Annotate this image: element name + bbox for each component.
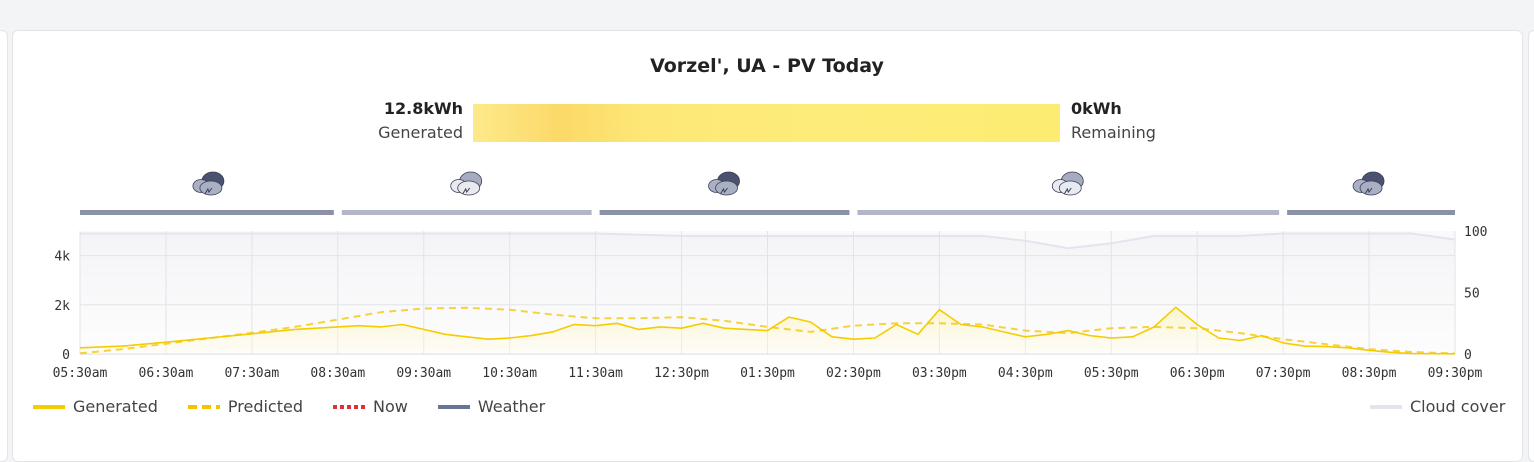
x-tick-label: 12:30pm: [654, 366, 709, 381]
legend-swatch: [437, 404, 470, 409]
storm-cloud-icon: [708, 171, 740, 196]
legend-item-cloud-cover[interactable]: Cloud cover: [1370, 397, 1505, 416]
weather-bar: [857, 210, 1280, 215]
x-tick-label: 05:30am: [53, 366, 108, 381]
pv-chart: 05:30am 06:30am 07:30am 08:30am 09:30am 10:30…: [53, 171, 1487, 381]
x-tick-label: 06:30pm: [1170, 366, 1225, 381]
legend-swatch: [333, 404, 365, 409]
legend-label: Weather: [477, 397, 546, 416]
x-tick-label: 09:30pm: [1428, 366, 1483, 381]
x-tick-label: 01:30pm: [740, 366, 795, 381]
legend-swatch: [187, 404, 220, 409]
y2-tick-label: 100: [1464, 225, 1487, 240]
generation-progress-bar: [473, 104, 1060, 142]
legend-label: Predicted: [227, 397, 303, 416]
x-tick-label: 05:30pm: [1084, 366, 1139, 381]
legend-item-weather[interactable]: Weather: [437, 397, 546, 416]
legend-label: Now: [373, 397, 408, 416]
x-tick-label: 04:30pm: [998, 366, 1053, 381]
y-tick-label: 2k: [54, 299, 70, 314]
x-tick-label: 11:30am: [568, 366, 623, 381]
y2-tick-label: 0: [1464, 348, 1472, 363]
cloud-icon: [1051, 171, 1084, 196]
y2-tick-label: 50: [1464, 287, 1480, 302]
legend-item-predicted[interactable]: Predicted: [187, 397, 303, 416]
weather-bar: [341, 210, 592, 215]
x-tick-label: 02:30pm: [826, 366, 881, 381]
cloud-icon: [450, 171, 483, 196]
legend-item-generated[interactable]: Generated: [33, 397, 158, 416]
legend-label: Generated: [73, 397, 158, 416]
x-tick-label: 07:30am: [224, 366, 279, 381]
generated-label: Generated: [378, 123, 463, 142]
x-tick-label: 03:30pm: [912, 366, 967, 381]
legend-cloud-cover: Cloud cover: [1370, 397, 1505, 416]
remaining-label: Remaining: [1071, 123, 1156, 142]
storm-cloud-icon: [1352, 171, 1385, 196]
x-tick-label: 07:30pm: [1256, 366, 1311, 381]
x-tick-label: 08:30am: [310, 366, 365, 381]
storm-cloud-icon: [192, 171, 225, 196]
y-tick-label: 4k: [54, 250, 70, 265]
x-tick-label: 06:30am: [139, 366, 194, 381]
x-tick-label: 10:30am: [482, 366, 537, 381]
remaining-value: 0kWh: [1071, 99, 1122, 118]
legend-swatch: [33, 404, 65, 409]
x-tick-label: 08:30pm: [1342, 366, 1397, 381]
weather-bar: [80, 210, 334, 215]
legend-label: Cloud cover: [1410, 397, 1506, 416]
generated-value: 12.8kWh: [383, 99, 463, 118]
legend: Generated Predicted Now Weather: [33, 397, 575, 416]
weather-bar: [599, 210, 850, 215]
y-tick-label: 0: [62, 348, 70, 363]
weather-bar: [1287, 210, 1455, 215]
chart-title: Vorzel', UA - PV Today: [650, 55, 884, 77]
predicted-line: [79, 306, 1456, 355]
x-tick-label: 09:30am: [396, 366, 451, 381]
legend-item-now[interactable]: Now: [333, 397, 408, 416]
legend-swatch: [1370, 404, 1402, 409]
